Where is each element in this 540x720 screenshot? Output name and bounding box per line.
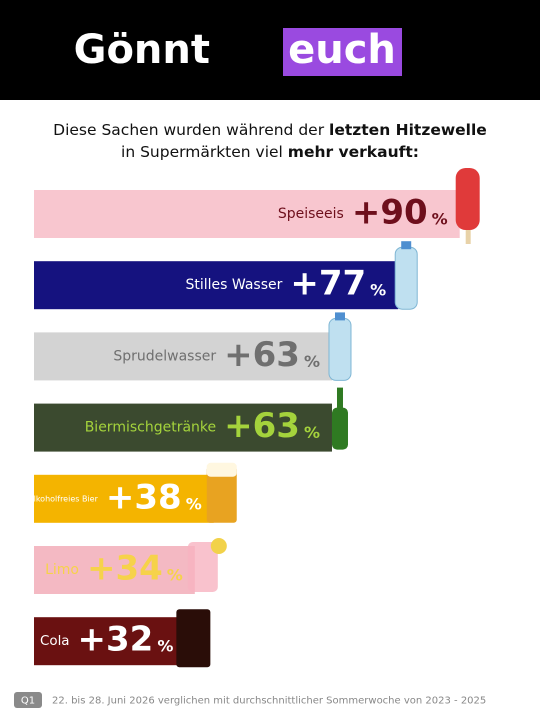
icon [210, 538, 227, 554]
value-label: +63 [224, 335, 300, 375]
icon [331, 407, 348, 450]
value-label: +32 [78, 620, 154, 660]
subtitle-line1: Diese Sachen wurden während der letzten … [53, 121, 487, 139]
title-part1: Gönnt [74, 27, 210, 73]
category-label: Speiseeis [278, 206, 344, 222]
icon [334, 312, 345, 321]
icon [187, 542, 218, 592]
subtitle-line2: in Supermärkten viel mehr verkauft: [121, 143, 419, 161]
bar [34, 617, 186, 666]
header-bg [0, 0, 540, 100]
subtitle-bold: letzten Hitzewelle [329, 121, 487, 139]
bar [34, 190, 460, 238]
value-label: +63 [224, 406, 300, 446]
footer-note: 22. bis 28. Juni 2026 verglichen mit dur… [52, 696, 486, 707]
category-label: Biermischgetränke [85, 420, 216, 436]
value-label: +77 [290, 264, 366, 304]
category-label: Alkoholfreies Bier [28, 494, 98, 503]
icon [455, 168, 480, 230]
icon [176, 609, 211, 668]
bar [34, 474, 214, 523]
value-unit: % [304, 423, 320, 442]
value-unit: % [157, 637, 173, 656]
value-label: +38 [106, 477, 182, 517]
title-part2: euch [288, 27, 396, 73]
footer-badge-bg [14, 692, 42, 708]
title-highlight [283, 28, 402, 76]
value-unit: % [432, 210, 448, 229]
subtitle-text: in Supermärkten viel [121, 143, 283, 161]
category-label: Limo [45, 562, 79, 578]
value-unit: % [370, 281, 386, 300]
icon [206, 466, 237, 523]
value-label: +90 [352, 193, 428, 233]
bar [34, 546, 195, 594]
icon [328, 317, 352, 381]
value-unit: % [186, 494, 202, 513]
icon [465, 230, 471, 244]
bar [34, 332, 332, 381]
bar [34, 403, 332, 452]
category-label: Cola [40, 634, 70, 649]
category-label: Stilles Wasser [185, 277, 282, 293]
icon [394, 246, 418, 310]
value-label: +34 [87, 549, 163, 589]
icon [336, 387, 343, 410]
subtitle-bold: mehr verkauft: [288, 143, 419, 161]
icon [401, 241, 412, 250]
footer-badge: Q1 [21, 696, 35, 707]
subtitle-text: Diese Sachen wurden während der [53, 121, 325, 139]
value-unit: % [167, 566, 183, 585]
bar [34, 261, 399, 310]
icon [206, 462, 237, 477]
category-label: Sprudelwasser [113, 348, 216, 364]
value-unit: % [304, 352, 320, 371]
